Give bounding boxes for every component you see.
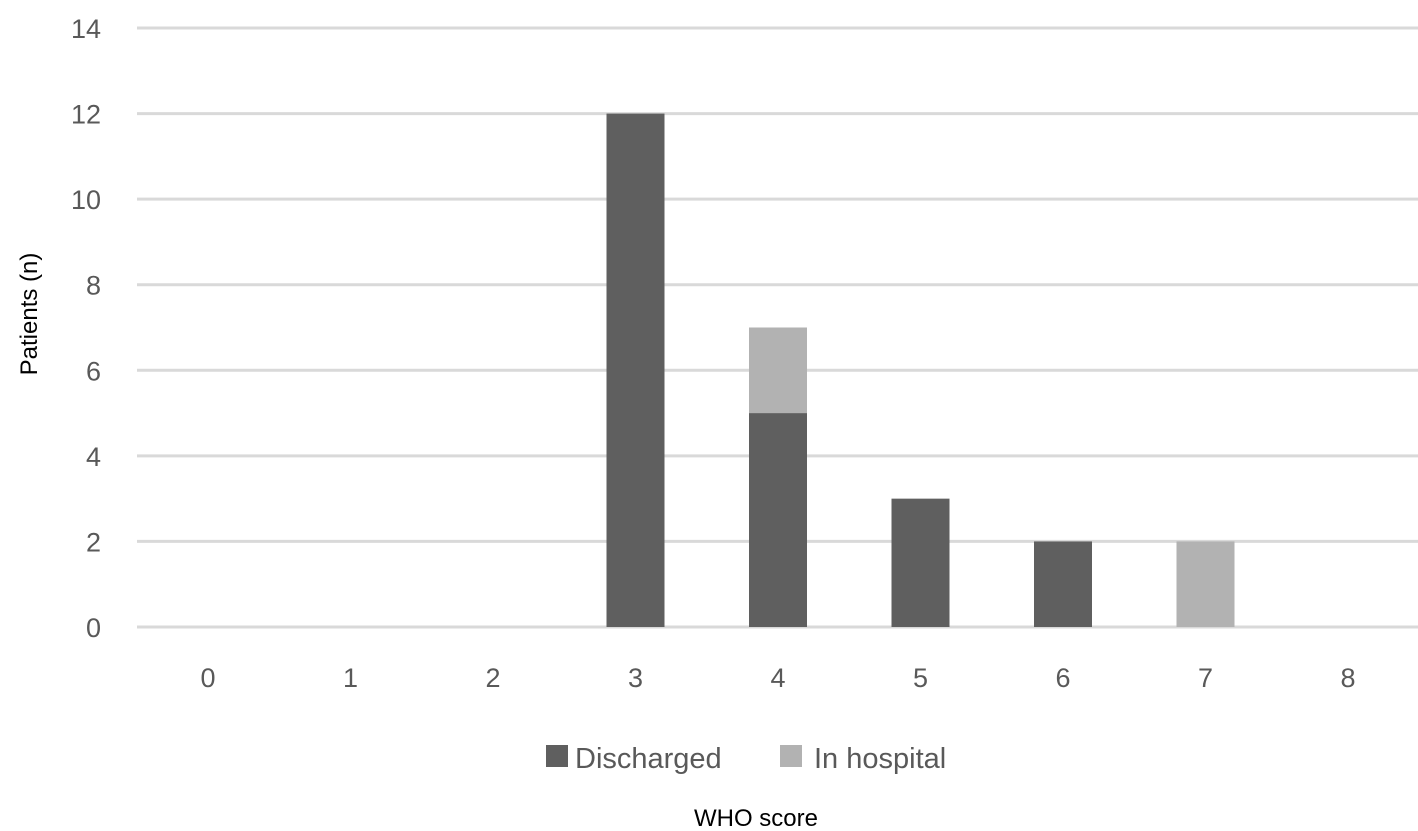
legend: Discharged In hospital <box>546 743 946 775</box>
y-axis-title: Patients (n) <box>16 253 43 376</box>
legend-swatch-discharged <box>546 745 568 767</box>
y-tick-label: 0 <box>86 613 101 643</box>
x-tick-label: 2 <box>485 663 500 693</box>
y-tick-label: 10 <box>71 185 101 215</box>
bar-discharged-4 <box>749 413 807 627</box>
x-axis-ticks: 0 1 2 3 4 5 6 7 8 <box>200 663 1355 693</box>
x-tick-label: 4 <box>770 663 785 693</box>
y-tick-label: 6 <box>86 356 101 386</box>
bar-discharged-3 <box>606 113 665 628</box>
x-tick-label: 8 <box>1340 663 1355 693</box>
x-tick-label: 0 <box>200 663 215 693</box>
x-tick-label: 5 <box>913 663 928 693</box>
y-tick-label: 14 <box>71 14 101 44</box>
bars <box>606 113 1235 628</box>
legend-label-in-hospital: In hospital <box>814 743 946 775</box>
x-tick-label: 3 <box>628 663 643 693</box>
y-tick-label: 4 <box>86 442 101 472</box>
bar-in-hospital-7 <box>1176 541 1235 627</box>
y-tick-label: 8 <box>86 271 101 301</box>
y-tick-label: 2 <box>86 527 101 557</box>
bar-discharged-5 <box>891 498 950 627</box>
bar-in-hospital-4 <box>749 327 807 414</box>
x-tick-label: 1 <box>343 663 358 693</box>
legend-swatch-in-hospital <box>780 745 802 767</box>
legend-label-discharged: Discharged <box>575 743 722 775</box>
x-axis-title: WHO score <box>694 805 818 831</box>
bar-discharged-6 <box>1034 541 1092 627</box>
y-tick-label: 12 <box>71 100 101 130</box>
y-axis-ticks: 0 2 4 6 8 10 12 14 <box>71 14 101 643</box>
x-tick-label: 7 <box>1198 663 1213 693</box>
x-tick-label: 6 <box>1055 663 1070 693</box>
